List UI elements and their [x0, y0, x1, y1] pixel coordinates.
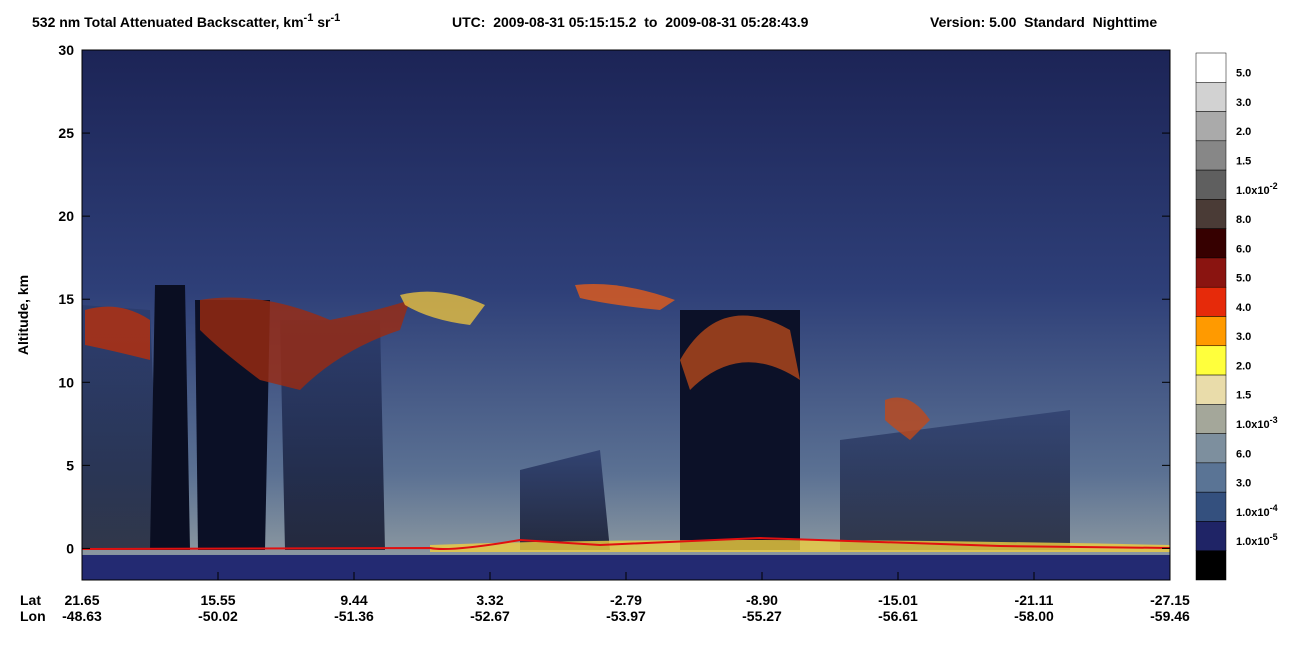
version: Version: 5.00 Standard Nighttime	[930, 14, 1157, 30]
colorbar-swatch	[1195, 111, 1227, 142]
colorbar-label: 5.0	[1236, 68, 1251, 80]
colorbar-swatch	[1195, 316, 1227, 347]
x-tick-label: -2.79	[610, 592, 642, 608]
colorbar-label-exp: -4	[1270, 503, 1278, 513]
x-tick-label: -59.46	[1150, 608, 1190, 624]
colorbar-label-exp: -2	[1270, 181, 1278, 191]
colorbar-label: 6.0	[1236, 243, 1251, 255]
x-row-name: Lat	[20, 592, 41, 608]
x-tick-label: -15.01	[878, 592, 918, 608]
chart-title: 532 nm Total Attenuated Backscatter, km-…	[32, 12, 340, 30]
colorbar-label: 3.0	[1236, 331, 1251, 343]
colorbar-label: 4.0	[1236, 302, 1251, 314]
colorbar-label-exp: -3	[1270, 415, 1278, 425]
x-tick-label: -8.90	[746, 592, 778, 608]
y-tick-label: 15	[58, 291, 74, 307]
colorbar-label: 8.0	[1236, 214, 1251, 226]
x-tick-label: 15.55	[200, 592, 235, 608]
colorbar-swatch	[1195, 228, 1227, 259]
colorbar-label: 1.5	[1236, 390, 1251, 402]
colorbar-swatch	[1195, 257, 1227, 288]
colorbar-swatch	[1195, 82, 1227, 112]
colorbar-swatch	[1195, 491, 1227, 522]
backscatter-image	[81, 50, 1171, 580]
colorbar-label: 5.0	[1236, 273, 1251, 285]
colorbar-swatch	[1195, 286, 1227, 317]
colorbar-swatch	[1195, 404, 1227, 434]
x-tick-label: -58.00	[1014, 608, 1054, 624]
title-part: 532 nm Total Attenuated Backscatter, km	[32, 14, 304, 30]
x-tick-label: -55.27	[742, 608, 782, 624]
colorbar-label: 1.0x10-4	[1236, 503, 1278, 519]
colorbar-swatch	[1195, 433, 1227, 464]
colorbar-swatch	[1195, 345, 1227, 376]
y-axis-label: Altitude, km	[15, 275, 31, 355]
x-tick-label: -52.67	[470, 608, 510, 624]
colorbar-label: 2.0	[1236, 126, 1251, 138]
colorbar-label-base: 1.0x10	[1236, 536, 1270, 548]
colorbar-swatch	[1195, 199, 1227, 229]
colorbar-swatch	[1195, 550, 1227, 581]
y-tick-label: 25	[58, 125, 74, 141]
y-tick-label: 0	[66, 540, 74, 556]
title-part: -1	[304, 12, 314, 24]
x-tick-label: -56.61	[878, 608, 918, 624]
colorbar-label: 3.0	[1236, 478, 1251, 490]
x-tick-label: 9.44	[340, 592, 367, 608]
colorbar-label-base: 1.0x10	[1236, 419, 1270, 431]
colorbar-swatch	[1195, 462, 1227, 493]
colorbar-label: 1.0x10-5	[1236, 532, 1278, 548]
x-tick-label: 21.65	[64, 592, 99, 608]
colorbar-label: 1.0x10-2	[1236, 181, 1278, 197]
title-part: -1	[330, 12, 340, 24]
title-part: sr	[313, 14, 331, 30]
colorbar-label-base: 1.0x10	[1236, 185, 1270, 197]
colorbar-swatch	[1195, 52, 1227, 83]
colorbar-label: 1.5	[1236, 155, 1251, 167]
y-tick-label: 20	[58, 208, 74, 224]
colorbar-swatch	[1195, 521, 1227, 551]
x-tick-label: -50.02	[198, 608, 238, 624]
colorbar-swatch	[1195, 169, 1227, 200]
x-tick-label: -53.97	[606, 608, 646, 624]
x-row-name: Lon	[20, 608, 46, 624]
colorbar-swatch	[1195, 140, 1227, 171]
x-tick-label: -48.63	[62, 608, 102, 624]
y-tick-label: 30	[58, 42, 74, 58]
utc-range: UTC: 2009-08-31 05:15:15.2 to 2009-08-31…	[452, 14, 809, 30]
colorbar-label: 3.0	[1236, 97, 1251, 109]
colorbar-label-exp: -5	[1270, 532, 1278, 542]
x-tick-label: -51.36	[334, 608, 374, 624]
y-tick-label: 10	[58, 374, 74, 390]
x-tick-label: -21.11	[1015, 592, 1054, 608]
colorbar-label: 2.0	[1236, 360, 1251, 372]
colorbar-label: 1.0x10-3	[1236, 415, 1278, 431]
colorbar-swatch	[1195, 374, 1227, 405]
colorbar-label-base: 1.0x10	[1236, 507, 1270, 519]
y-tick-label: 5	[66, 457, 74, 473]
x-tick-label: -27.15	[1150, 592, 1190, 608]
colorbar-label: 6.0	[1236, 448, 1251, 460]
x-tick-label: 3.32	[476, 592, 503, 608]
